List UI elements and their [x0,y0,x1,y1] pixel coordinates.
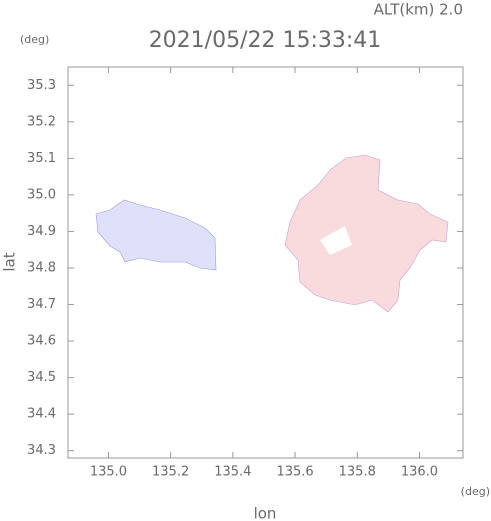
echo-regions [95,154,449,313]
y-tick-label: 34.8 [27,260,56,275]
plot-frame [67,66,464,459]
y-tick-label: 34.3 [27,443,56,458]
chart-title: 2021/05/22 15:33:41 [149,28,382,53]
y-axis-label: lat [1,252,19,271]
y-tick-label: 34.5 [27,370,56,385]
y-tick-label: 34.7 [27,297,56,312]
y-tick-label: 34.6 [27,334,56,349]
y-tick-label: 35.0 [27,187,56,202]
altitude: ALT(km) 2.0 [374,1,463,19]
x-tick-label: 135.6 [276,465,313,480]
y-tick-label: 34.4 [27,407,56,422]
x-tick-label: 135.2 [152,465,189,480]
x-tick-label: 135.0 [90,465,127,480]
y-tick-label: 35.1 [27,151,56,166]
x-axis-label: lon [254,505,277,521]
echo-blue [95,199,217,271]
echo-pink [284,154,449,313]
y-unit: (deg) [20,33,49,46]
x-tick-label: 135.8 [339,465,376,480]
x-unit: (deg) [461,485,490,498]
y-tick-label: 34.9 [27,224,56,239]
x-tick-label: 136.0 [401,465,438,480]
x-tick-label: 135.4 [214,465,251,480]
y-tick-label: 35.3 [27,78,56,93]
y-tick-label: 35.2 [27,114,56,129]
